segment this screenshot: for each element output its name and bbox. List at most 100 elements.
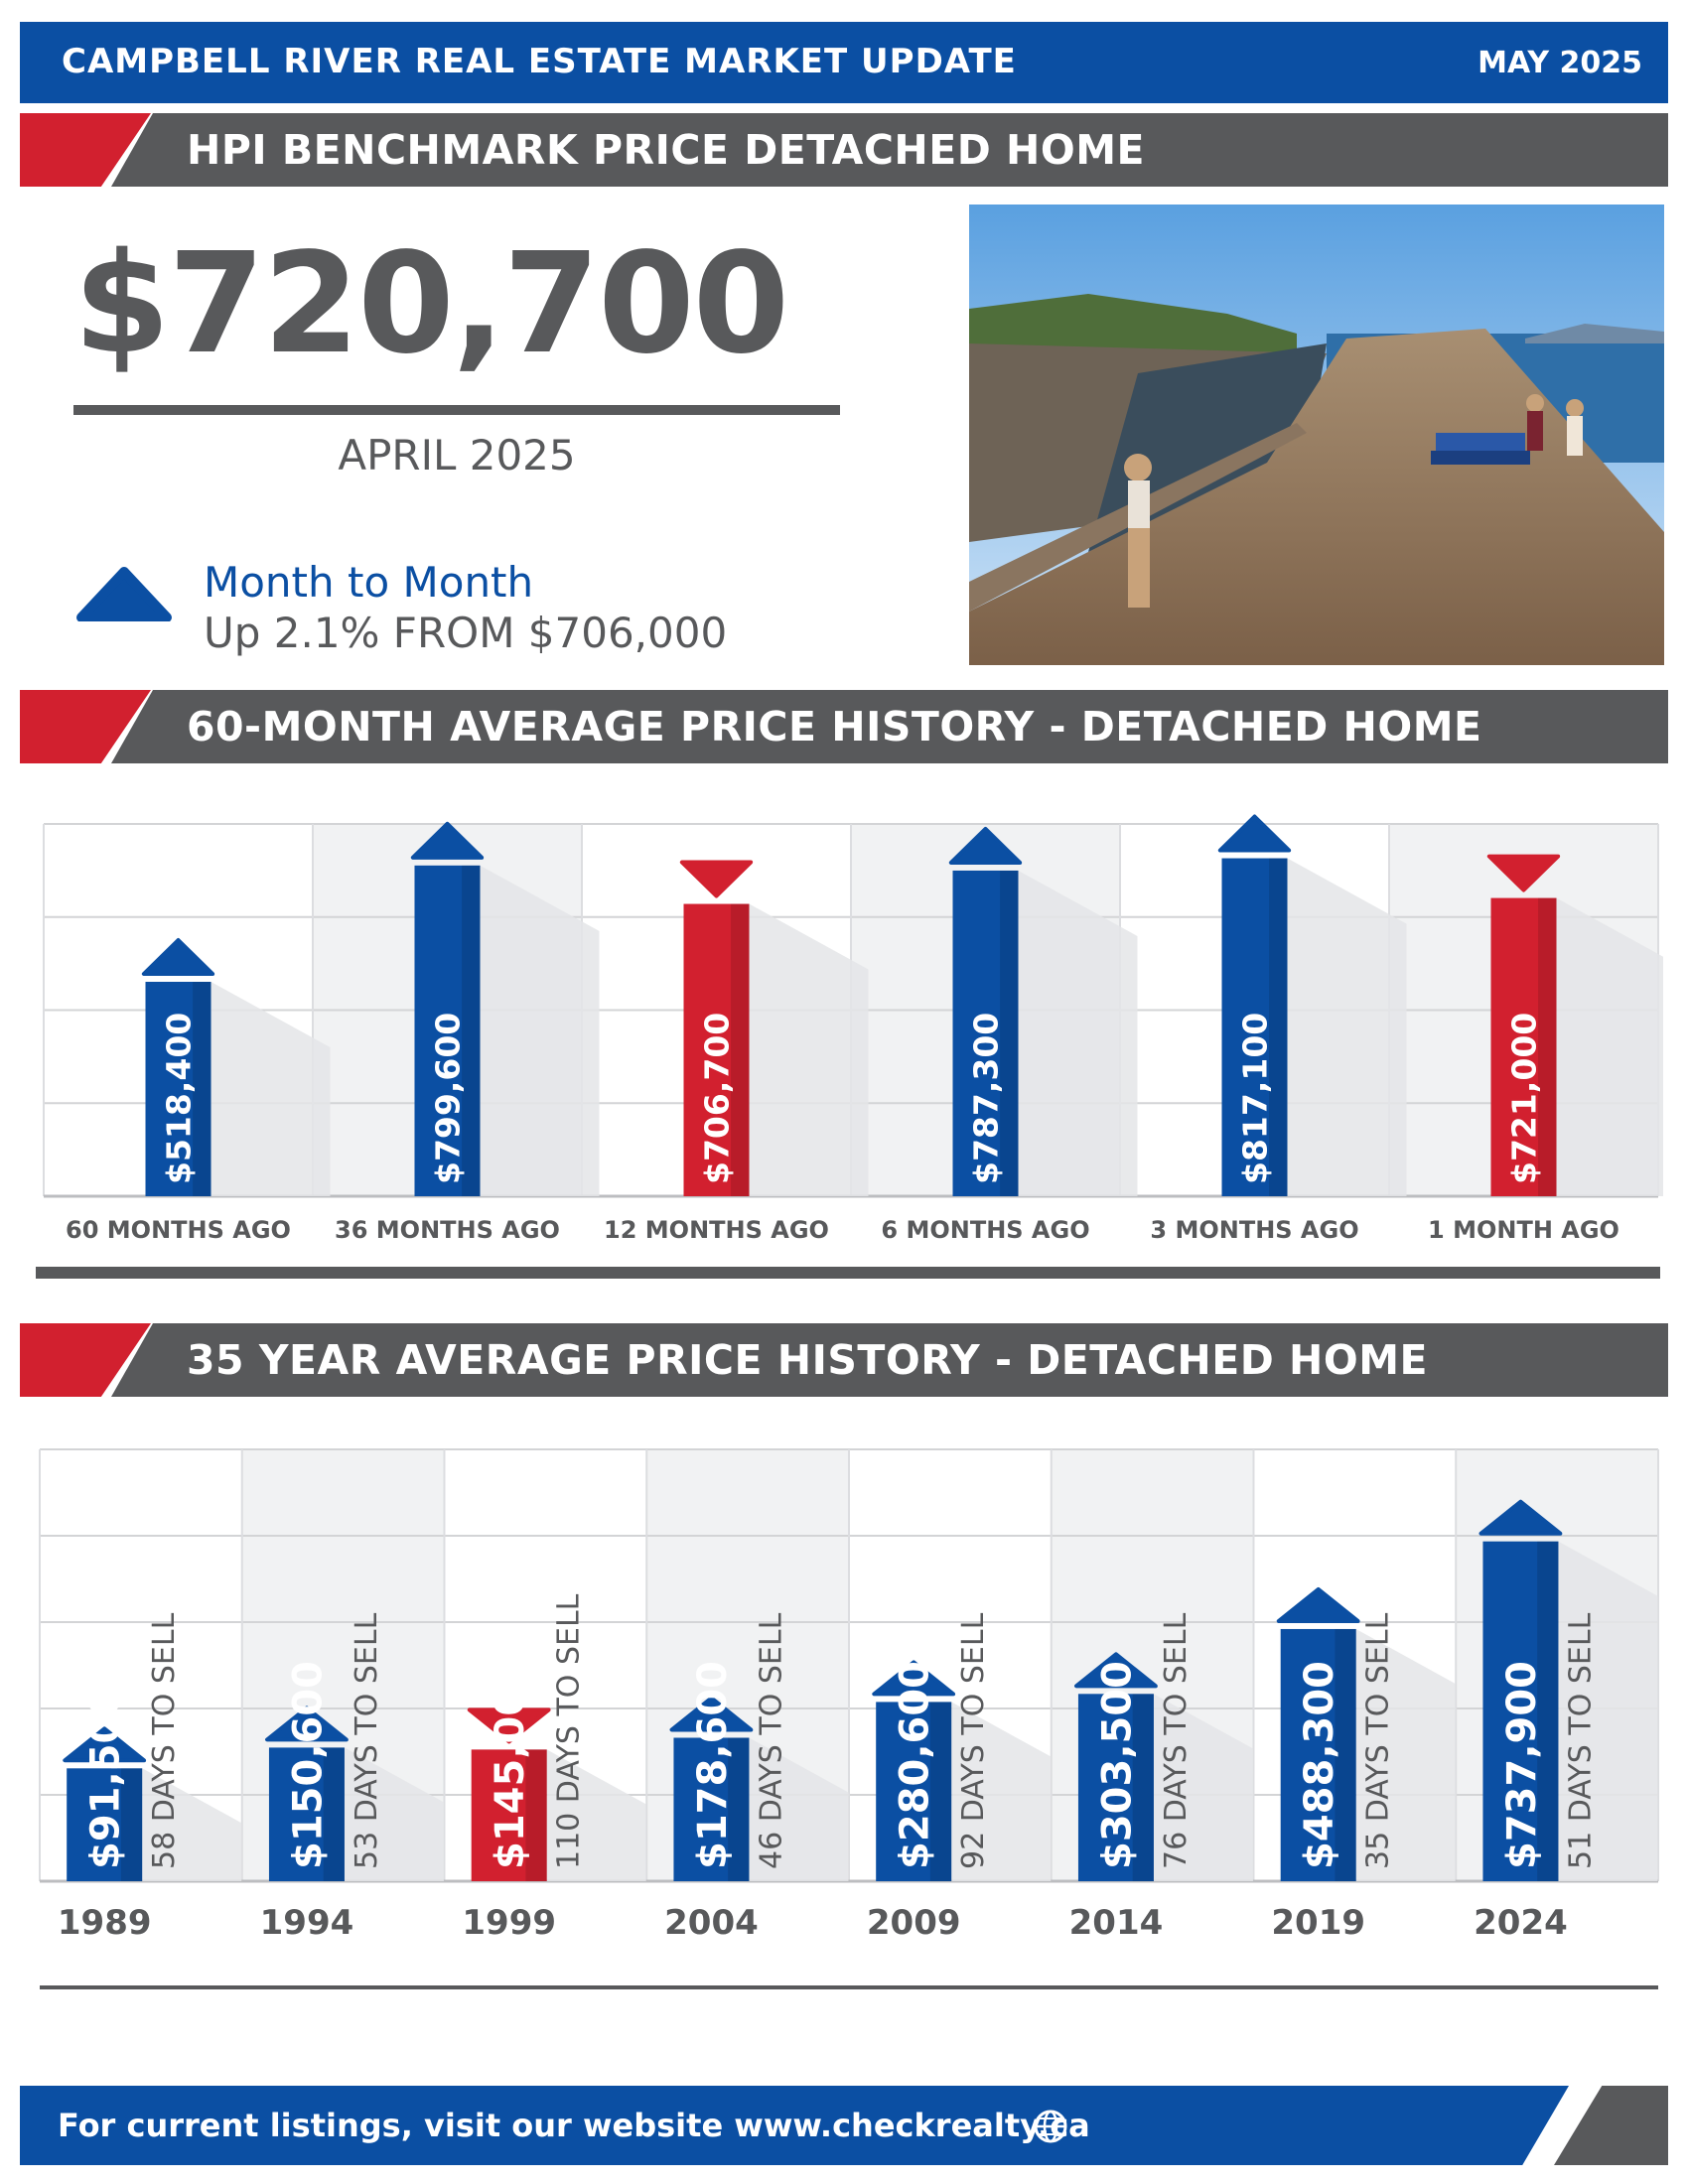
top-header: CAMPBELL RIVER REAL ESTATE MARKET UPDATE… <box>20 22 1668 103</box>
bar-value-label: $488,300 <box>1297 1661 1342 1869</box>
bar <box>1490 897 1557 1196</box>
bar-value-label: $721,000 <box>1504 1013 1543 1184</box>
report-title: CAMPBELL RIVER REAL ESTATE MARKET UPDATE <box>62 42 1017 81</box>
bar-value-label: $799,600 <box>428 1013 467 1184</box>
bar-side-shade <box>120 1768 143 1881</box>
bar-side-shade <box>1132 1694 1154 1881</box>
up-arrow-icon <box>872 1660 956 1697</box>
report-date: MAY 2025 <box>1477 46 1642 80</box>
down-arrow-icon <box>679 860 754 898</box>
category-label: 1999 <box>462 1903 556 1943</box>
chart-divider <box>40 1985 1658 1989</box>
bars <box>63 1499 1563 1881</box>
bar <box>145 982 211 1196</box>
category-label: 12 MONTHS AGO <box>604 1216 829 1244</box>
days-to-sell-label: 76 DAYS TO SELL <box>1159 1612 1194 1869</box>
category-label: 2014 <box>1069 1903 1164 1943</box>
up-arrow-icon <box>1276 1586 1360 1623</box>
bar-shadow <box>546 1749 646 1881</box>
bar-value-label: $518,400 <box>159 1013 198 1184</box>
bar-shadows <box>211 858 1663 1196</box>
bar-shadow <box>480 865 600 1196</box>
category-label: 2009 <box>867 1903 961 1943</box>
bar <box>67 1768 143 1881</box>
change-title: Month to Month <box>204 558 534 607</box>
section-banner-sixty-month: 60-MONTH AVERAGE PRICE HISTORY - DETACHE… <box>20 690 1668 763</box>
bar-value-label: $150,600 <box>285 1661 331 1869</box>
category-label: 1989 <box>58 1903 152 1943</box>
bar <box>414 865 481 1196</box>
benchmark-price: $720,700 <box>73 223 789 385</box>
banner-grey-bar <box>111 690 1668 763</box>
bar-value-label: $280,600 <box>893 1661 938 1869</box>
footer-website-link[interactable]: For current listings, visit our website … <box>58 2107 1090 2144</box>
footer-bar <box>20 2086 1569 2165</box>
bars <box>141 814 1561 1196</box>
bar-side-shade <box>728 1737 750 1881</box>
days-to-sell-label: 51 DAYS TO SELL <box>1563 1612 1598 1869</box>
up-arrow-icon <box>1217 814 1292 853</box>
bar-shadow <box>1556 897 1663 1196</box>
days-to-sell-label: 110 DAYS TO SELL <box>552 1593 587 1869</box>
up-triangle-icon <box>76 567 172 621</box>
down-arrow-icon <box>1486 854 1561 892</box>
bar-side-shade <box>462 865 481 1196</box>
category-label: 3 MONTHS AGO <box>1150 1216 1358 1244</box>
footer-grey-accent <box>1554 2086 1668 2165</box>
section-title-sixty-month: 60-MONTH AVERAGE PRICE HISTORY - DETACHE… <box>187 703 1482 751</box>
bar-side-shade <box>1335 1628 1356 1881</box>
bar <box>268 1747 345 1881</box>
benchmark-month: APRIL 2025 <box>338 431 576 479</box>
category-label: 6 MONTHS AGO <box>881 1216 1089 1244</box>
bar-shadow <box>211 982 331 1196</box>
bar-shadow <box>1287 858 1407 1196</box>
thirty-five-year-chart: $91,500 58 DAYS TO SELL 1989 $150,600 53 DAY… <box>39 1448 1659 1943</box>
globe-icon <box>1034 2110 1067 2143</box>
up-arrow-icon <box>669 1696 754 1732</box>
bar-value-label: $737,900 <box>1499 1661 1545 1869</box>
section-title-thirty-five-year: 35 YEAR AVERAGE PRICE HISTORY - DETACHED… <box>187 1336 1429 1384</box>
category-label: 36 MONTHS AGO <box>335 1216 560 1244</box>
up-arrow-icon <box>141 938 215 976</box>
bar-side-shade <box>1537 1541 1559 1881</box>
bar-shadow <box>1558 1541 1658 1881</box>
bar <box>952 870 1019 1196</box>
days-to-sell-label: 58 DAYS TO SELL <box>147 1612 182 1869</box>
pier-photo <box>969 205 1664 665</box>
bar-value-label: $91,500 <box>83 1689 129 1869</box>
category-label: 2024 <box>1474 1903 1568 1943</box>
change-text: Up 2.1% FROM $706,000 <box>204 609 728 657</box>
bar <box>1482 1541 1559 1881</box>
bar-value-label: $303,500 <box>1094 1661 1140 1869</box>
bar-shadow <box>1355 1628 1456 1881</box>
bar-shadow <box>1153 1694 1253 1881</box>
bar-shadows <box>142 1541 1658 1881</box>
days-to-sell-label: 53 DAYS TO SELL <box>350 1612 384 1869</box>
category-label: 1 MONTH AGO <box>1428 1216 1619 1244</box>
bar-shadow <box>749 1737 849 1881</box>
bar-side-shade <box>323 1747 345 1881</box>
down-arrow-icon <box>467 1707 551 1744</box>
bar <box>1077 1694 1154 1881</box>
bar <box>1280 1628 1356 1881</box>
days-to-sell-label: 35 DAYS TO SELL <box>1361 1612 1396 1869</box>
up-arrow-icon <box>1074 1652 1158 1689</box>
up-arrow-icon <box>63 1726 147 1763</box>
days-to-sell-label: 92 DAYS TO SELL <box>956 1612 991 1869</box>
bar <box>471 1749 547 1881</box>
section-title-benchmark: HPI BENCHMARK PRICE DETACHED HOME <box>187 126 1146 174</box>
category-label: 2019 <box>1271 1903 1365 1943</box>
bar-side-shade <box>929 1702 952 1881</box>
bar-shadow <box>749 903 869 1196</box>
bar-value-label: $817,100 <box>1235 1013 1274 1184</box>
bar <box>1221 858 1288 1196</box>
up-arrow-icon <box>948 826 1023 865</box>
up-arrow-icon <box>410 821 485 860</box>
bar-value-label: $145,000 <box>488 1661 533 1869</box>
bar-shadow <box>951 1702 1052 1881</box>
bar-side-shade <box>1538 897 1557 1196</box>
section-banner-thirty-five-year: 35 YEAR AVERAGE PRICE HISTORY - DETACHED… <box>20 1323 1668 1397</box>
bar-value-label: $706,700 <box>697 1013 736 1184</box>
banner-grey-bar <box>111 1323 1668 1397</box>
bar-shadow <box>142 1768 242 1881</box>
